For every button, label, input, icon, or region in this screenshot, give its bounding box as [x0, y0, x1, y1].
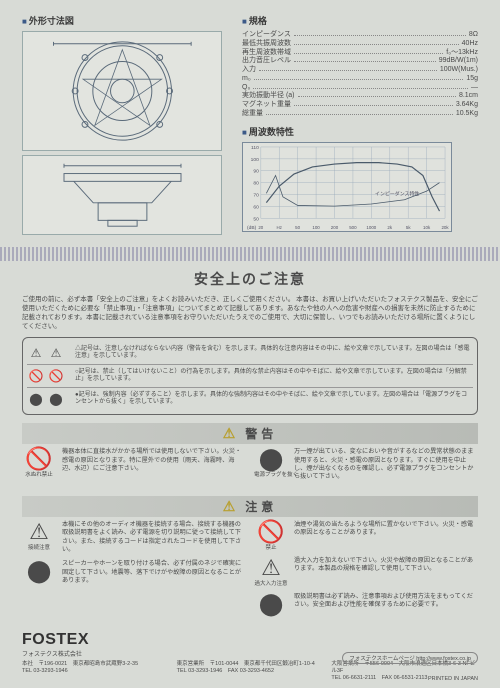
caution-right-col: 🚫禁止油煙や湯気の当たるような場所に置かないで下さい。火災・感電の原因となること… [254, 521, 478, 621]
svg-text:20k: 20k [441, 225, 449, 230]
safety-item-icon: 🚫禁止 [254, 521, 288, 551]
svg-text:2k: 2k [387, 225, 392, 230]
caution-label: 注意 [245, 498, 277, 515]
svg-text:60: 60 [253, 204, 259, 210]
legend-icon: ⚠ [27, 344, 45, 362]
safety-item-text: スピーカーやホーンを取り付ける場合、必ず付属のネジで確実に固定して下さい。地震等… [62, 560, 246, 585]
safety-item-text: 機器本体に直接水がかかる場所では使用しないで下さい。火災・感電の原因となります。… [62, 448, 246, 473]
caution-left-col: ⚠接続注意本機にその他のオーディオ機器を接続する場合、接続する機器の取扱説明書を… [22, 521, 246, 621]
svg-text:110: 110 [251, 144, 259, 150]
safety-item: ⬤電源プラグを抜く万一煙が出ている、変なにおいや音がするなどの異常状態のまま使用… [254, 448, 478, 481]
safety-item-icon: 🚫水ぬれ禁止 [22, 448, 56, 478]
spec-row: インピーダンス8Ω [242, 31, 478, 40]
warning-right-col: ⬤電源プラグを抜く万一煙が出ている、変なにおいや音がするなどの異常状態のまま使用… [254, 448, 478, 487]
safety-intro: ご使用の前に、必ず本書「安全上のご注意」をよくお読みいただき、正しくご使用くださ… [22, 295, 478, 331]
safety-item-icon: ⬤電源プラグを抜く [254, 448, 288, 478]
spec-row: m₀15g [242, 75, 478, 84]
spec-row: 総重量10.5Kg [242, 110, 478, 119]
svg-text:100: 100 [312, 225, 320, 230]
safety-item-text: 本機にその他のオーディオ機器を接続する場合、接続する機器の取扱説明書をよく読み、… [62, 521, 246, 554]
warning-left-col: 🚫水ぬれ禁止機器本体に直接水がかかる場所では使用しないで下さい。火災・感電の原因… [22, 448, 246, 487]
warning-icon: ⚠ [223, 425, 240, 442]
address-block: 本社 〒196-0021 東京都昭島市武蔵野3-2-35TEL 03-3293-… [22, 661, 169, 682]
safety-item: ⚠接続注意本機にその他のオーディオ機器を接続する場合、接続する機器の取扱説明書を… [22, 521, 246, 554]
svg-text:Hz: Hz [277, 225, 282, 230]
legend-row: ⚠⚠ △記号は、注意しなければならない内容（警告を含む）を示します。具体的な注意内… [27, 342, 473, 364]
symbol-legend-table: ⚠⚠ △記号は、注意しなければならない内容（警告を含む）を示します。具体的な注意内… [22, 337, 478, 415]
legend-icon: ⬤ [47, 390, 65, 408]
caution-icon: ⚠ [223, 498, 240, 515]
svg-text:5k: 5k [406, 225, 411, 230]
safety-item: 🚫水ぬれ禁止機器本体に直接水がかかる場所では使用しないで下さい。火災・感電の原因… [22, 448, 246, 478]
spec-table: インピーダンス8Ω最低共振周波数40Hz再生周波数帯域f₀〜13kHz出力音圧レ… [242, 31, 478, 119]
safety-item-icon: ⚠接続注意 [22, 521, 56, 551]
legend-row: ⬤⬤ ●記号は、強制内容（必ずすること）を示します。具体的な強制内容はその中やそば… [27, 387, 473, 410]
svg-text:(dB): (dB) [247, 225, 257, 231]
safety-item: ⚠過大入力注意過大入力を加えないで下さい。火災や故障の原因となることがあります。… [254, 557, 478, 587]
svg-text:90: 90 [253, 168, 259, 174]
spec-row: 再生周波数帯域f₀〜13kHz [242, 49, 478, 58]
safety-title: 安全上のご注意 [22, 269, 478, 289]
spec-row: マグネット重量3.64Kg [242, 101, 478, 110]
safety-item: ⬤ スピーカーやホーンを取り付ける場合、必ず付属のネジで確実に固定して下さい。地震… [22, 560, 246, 585]
svg-text:インピーダンス特性: インピーダンス特性 [375, 190, 419, 197]
legend-text: △記号は、注意しなければならない内容（警告を含む）を示します。具体的な注意内容は… [75, 346, 473, 362]
svg-text:20: 20 [258, 225, 263, 230]
spec-row: 最低共振周波数40Hz [242, 40, 478, 49]
safety-item-icon: ⬤ [22, 560, 56, 582]
safety-item-icon: ⬤ [254, 593, 288, 615]
divider-band [0, 247, 500, 261]
warning-banner: ⚠ 警告 [22, 423, 478, 444]
freq-heading: 周波数特性 [242, 125, 478, 138]
dimensions-heading: 外形寸法図 [22, 14, 232, 27]
legend-icon: 🚫 [27, 367, 45, 385]
caution-banner: ⚠ 注意 [22, 496, 478, 517]
legend-icon: ⚠ [47, 344, 65, 362]
svg-text:1000: 1000 [366, 225, 376, 230]
svg-text:10k: 10k [423, 225, 431, 230]
front-drawing [22, 31, 222, 151]
safety-item-text: 取扱説明書は必ず読み、注意事項および使用方法をまもってください。安全面および性能… [294, 593, 478, 610]
svg-text:70: 70 [253, 192, 259, 198]
legend-text: ○記号は、禁止（してはいけないこと）の行為を示します。具体的な禁止内容はその中や… [75, 369, 473, 385]
side-drawing [22, 155, 222, 235]
safety-item-text: 油煙や湯気の当たるような場所に置かないで下さい。火災・感電の原因となることがあり… [294, 521, 478, 538]
warning-label: 警告 [245, 425, 277, 442]
frequency-response-graph: 50 60 70 80 90 100 110 20 Hz 50 100 200 500 1000 2k 5k 1… [242, 142, 452, 232]
svg-text:50: 50 [295, 225, 300, 230]
brand-logo: FOSTEX [22, 631, 478, 649]
spec-row: 出力音圧レベル99dB/W(1m) [242, 57, 478, 66]
safety-item-text: 万一煙が出ている、変なにおいや音がするなどの異常状態のまま使用すると、火災・感電… [294, 448, 478, 481]
legend-icon: ⬤ [27, 390, 45, 408]
svg-text:200: 200 [331, 225, 339, 230]
safety-item-icon: ⚠過大入力注意 [254, 557, 288, 587]
footer: FOSTEX フォステクス株式会社 本社 〒196-0021 東京都昭島市武蔵野… [22, 631, 478, 682]
safety-item: 🚫禁止油煙や湯気の当たるような場所に置かないで下さい。火災・感電の原因となること… [254, 521, 478, 551]
svg-text:500: 500 [349, 225, 357, 230]
address-block: 東京営業所 〒101-0044 東京都千代田区鍛冶町1-10-4TEL 03-3… [177, 661, 324, 682]
spec-row: 入力100W(Mus.) [242, 66, 478, 75]
legend-row: 🚫🚫 ○記号は、禁止（してはいけないこと）の行為を示します。具体的な禁止内容はその… [27, 364, 473, 387]
svg-text:80: 80 [253, 180, 259, 186]
safety-item-text: 過大入力を加えないで下さい。火災や故障の原因となることがあります。本製品の規格を… [294, 557, 478, 574]
spec-row: Q₀— [242, 84, 478, 93]
legend-icon: 🚫 [47, 367, 65, 385]
legend-text: ●記号は、強制内容（必ずすること）を示します。具体的な強制内容はその中やそばに、… [75, 392, 473, 408]
specs-heading: 規格 [242, 14, 478, 27]
safety-item: ⬤ 取扱説明書は必ず読み、注意事項および使用方法をまもってください。安全面および性… [254, 593, 478, 615]
svg-text:100: 100 [251, 156, 259, 162]
homepage-url: フォステクスホームページ http://www.fostex.co.jp [342, 652, 478, 664]
svg-text:50: 50 [253, 216, 259, 222]
printed-in-japan: PRINTED IN JAPAN [428, 676, 478, 682]
spec-row: 実効振動半径 (a)8.1cm [242, 92, 478, 101]
